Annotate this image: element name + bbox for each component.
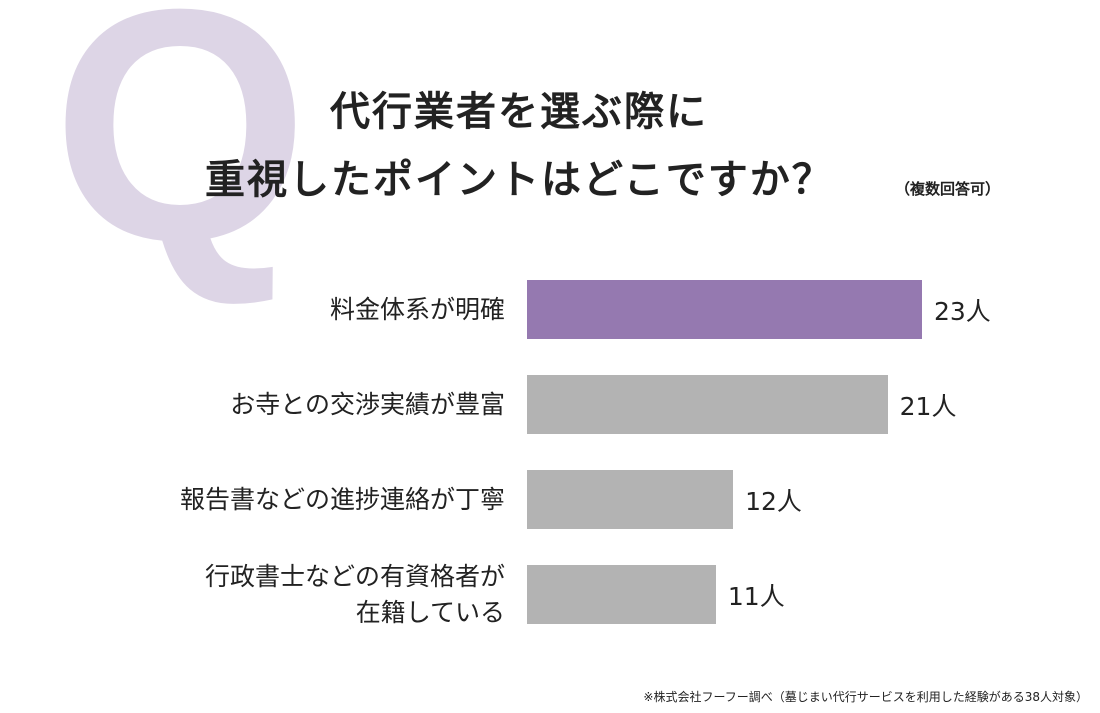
value-label: 11人 bbox=[727, 581, 785, 611]
q-letter: Q bbox=[52, 0, 309, 309]
bar bbox=[527, 280, 922, 339]
value-label: 23人 bbox=[934, 296, 991, 326]
category-label: 料金体系が明確 bbox=[329, 294, 505, 324]
chart-subtitle: （複数回答可） bbox=[895, 180, 1001, 198]
chart-title: 代行業者を選ぶ際に bbox=[330, 89, 708, 135]
category-label: 行政書士などの有資格者が 在籍している bbox=[204, 561, 505, 627]
category-label: お寺との交渉実績が豊富 bbox=[230, 389, 505, 419]
value-label: 21人 bbox=[899, 391, 957, 421]
chart-title: 重視したポイントはどこですか？ bbox=[205, 157, 834, 203]
value-label: 12人 bbox=[745, 486, 802, 516]
bar bbox=[527, 565, 716, 624]
bar bbox=[527, 375, 888, 434]
bar bbox=[527, 470, 734, 529]
footnote: ※株式会社フーフー調べ（墓じまい代行サービスを利用した経験がある38人対象） bbox=[643, 690, 1088, 704]
category-label: 報告書などの進捗連絡が丁寧 bbox=[179, 484, 505, 514]
